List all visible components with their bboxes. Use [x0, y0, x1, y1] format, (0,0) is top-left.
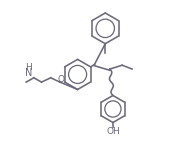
Text: O: O	[58, 75, 65, 84]
Text: N: N	[25, 68, 33, 78]
Text: OH: OH	[106, 127, 120, 136]
Text: H: H	[25, 63, 32, 72]
